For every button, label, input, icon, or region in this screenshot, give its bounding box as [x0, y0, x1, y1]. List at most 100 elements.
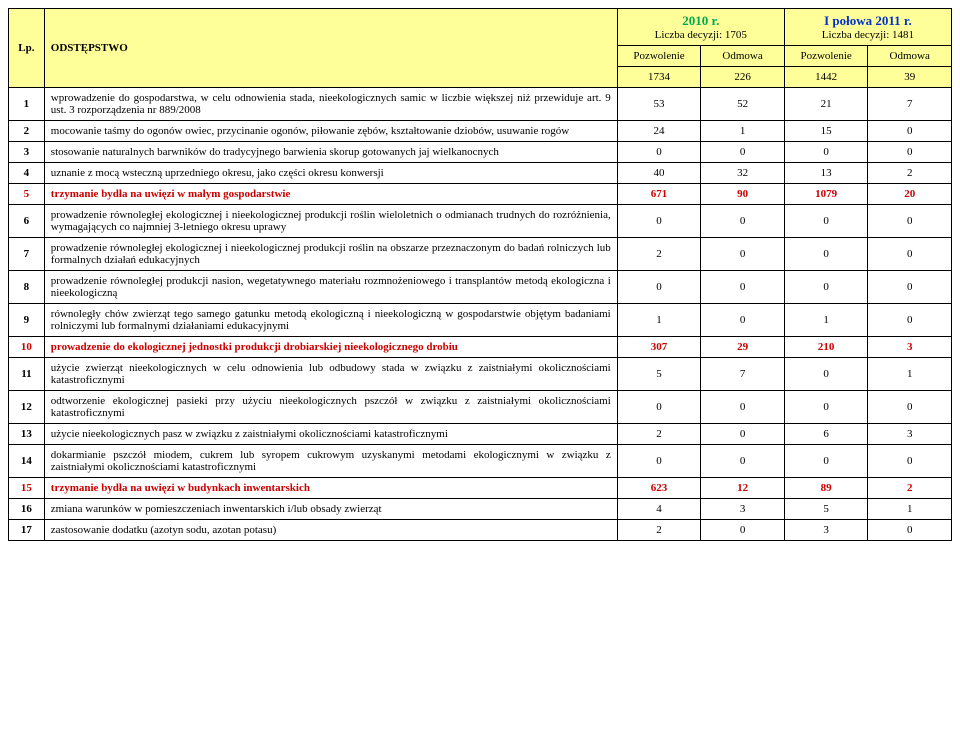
row-value: 0 [701, 391, 785, 424]
header-2011-sub: Liczba decyzji: 1481 [791, 29, 945, 41]
row-desc: mocowanie taśmy do ogonów owiec, przycin… [44, 121, 617, 142]
row-value: 3 [784, 520, 868, 541]
row-value: 0 [701, 304, 785, 337]
row-lp: 10 [9, 337, 45, 358]
row-value: 53 [617, 88, 701, 121]
row-value: 15 [784, 121, 868, 142]
row-value: 6 [784, 424, 868, 445]
row-value: 90 [701, 184, 785, 205]
row-value: 0 [868, 304, 952, 337]
header-2011: I połowa 2011 r. Liczba decyzji: 1481 [784, 9, 951, 46]
row-value: 13 [784, 163, 868, 184]
table-row: 14dokarmianie pszczół miodem, cukrem lub… [9, 445, 952, 478]
totals-p2010: 1734 [617, 67, 701, 88]
row-value: 7 [868, 88, 952, 121]
totals-o2010: 226 [701, 67, 785, 88]
row-desc: stosowanie naturalnych barwników do trad… [44, 142, 617, 163]
row-value: 0 [784, 142, 868, 163]
row-value: 0 [784, 238, 868, 271]
row-lp: 9 [9, 304, 45, 337]
row-value: 3 [868, 424, 952, 445]
row-lp: 17 [9, 520, 45, 541]
row-lp: 11 [9, 358, 45, 391]
row-value: 4 [617, 499, 701, 520]
row-value: 0 [868, 142, 952, 163]
row-desc: równoległy chów zwierząt tego samego gat… [44, 304, 617, 337]
row-value: 24 [617, 121, 701, 142]
table-row: 4uznanie z mocą wsteczną uprzedniego okr… [9, 163, 952, 184]
row-lp: 3 [9, 142, 45, 163]
row-value: 1 [617, 304, 701, 337]
row-value: 2 [617, 238, 701, 271]
row-value: 2 [868, 163, 952, 184]
row-lp: 1 [9, 88, 45, 121]
row-value: 5 [784, 499, 868, 520]
row-desc: prowadzenie równoległej ekologicznej i n… [44, 205, 617, 238]
row-value: 0 [868, 445, 952, 478]
row-value: 0 [617, 142, 701, 163]
row-value: 0 [617, 271, 701, 304]
row-value: 0 [617, 445, 701, 478]
row-value: 3 [701, 499, 785, 520]
row-value: 1079 [784, 184, 868, 205]
row-value: 0 [784, 271, 868, 304]
row-desc: dokarmianie pszczół miodem, cukrem lub s… [44, 445, 617, 478]
table-row: 6prowadzenie równoległej ekologicznej i … [9, 205, 952, 238]
row-value: 0 [701, 445, 785, 478]
row-desc: użycie nieekologicznych pasz w związku z… [44, 424, 617, 445]
row-value: 0 [701, 520, 785, 541]
row-value: 0 [784, 445, 868, 478]
row-desc: zmiana warunków w pomieszczeniach inwent… [44, 499, 617, 520]
table-row: 5trzymanie bydła na uwięzi w małym gospo… [9, 184, 952, 205]
row-value: 52 [701, 88, 785, 121]
table-row: 2mocowanie taśmy do ogonów owiec, przyci… [9, 121, 952, 142]
table-row: 9równoległy chów zwierząt tego samego ga… [9, 304, 952, 337]
row-lp: 16 [9, 499, 45, 520]
row-desc: trzymanie bydła na uwięzi w budynkach in… [44, 478, 617, 499]
table-row: 7prowadzenie równoległej ekologicznej i … [9, 238, 952, 271]
row-lp: 13 [9, 424, 45, 445]
table-row: 12odtworzenie ekologicznej pasieki przy … [9, 391, 952, 424]
header-lp: Lp. [9, 9, 45, 88]
totals-p2011: 1442 [784, 67, 868, 88]
header-2010-title: 2010 r. [624, 13, 778, 29]
header-pozw-2011: Pozwolenie [784, 46, 868, 67]
row-value: 2 [868, 478, 952, 499]
row-lp: 14 [9, 445, 45, 478]
row-desc: odtworzenie ekologicznej pasieki przy uż… [44, 391, 617, 424]
header-2011-title: I połowa 2011 r. [791, 13, 945, 29]
row-value: 0 [868, 121, 952, 142]
row-desc: prowadzenie do ekologicznej jednostki pr… [44, 337, 617, 358]
table-row: 17zastosowanie dodatku (azotyn sodu, azo… [9, 520, 952, 541]
header-2010: 2010 r. Liczba decyzji: 1705 [617, 9, 784, 46]
row-value: 89 [784, 478, 868, 499]
row-value: 0 [868, 520, 952, 541]
row-value: 210 [784, 337, 868, 358]
row-value: 1 [784, 304, 868, 337]
row-value: 0 [868, 271, 952, 304]
row-value: 0 [701, 142, 785, 163]
row-value: 0 [617, 391, 701, 424]
table-body: 1wprowadzenie do gospodarstwa, w celu od… [9, 88, 952, 541]
table-header: Lp. ODSTĘPSTWO 2010 r. Liczba decyzji: 1… [9, 9, 952, 88]
row-value: 671 [617, 184, 701, 205]
table-row: 8prowadzenie równoległej produkcji nasio… [9, 271, 952, 304]
row-lp: 12 [9, 391, 45, 424]
row-desc: trzymanie bydła na uwięzi w małym gospod… [44, 184, 617, 205]
derogations-table: Lp. ODSTĘPSTWO 2010 r. Liczba decyzji: 1… [8, 8, 952, 541]
row-value: 0 [617, 205, 701, 238]
row-value: 623 [617, 478, 701, 499]
row-desc: użycie zwierząt nieekologicznych w celu … [44, 358, 617, 391]
table-row: 16zmiana warunków w pomieszczeniach inwe… [9, 499, 952, 520]
row-value: 0 [868, 205, 952, 238]
row-value: 3 [868, 337, 952, 358]
header-odstepstwo: ODSTĘPSTWO [44, 9, 617, 88]
row-value: 0 [784, 358, 868, 391]
row-desc: prowadzenie równoległej ekologicznej i n… [44, 238, 617, 271]
row-value: 7 [701, 358, 785, 391]
row-value: 0 [701, 424, 785, 445]
row-value: 0 [784, 205, 868, 238]
row-lp: 15 [9, 478, 45, 499]
row-lp: 4 [9, 163, 45, 184]
row-value: 0 [868, 238, 952, 271]
